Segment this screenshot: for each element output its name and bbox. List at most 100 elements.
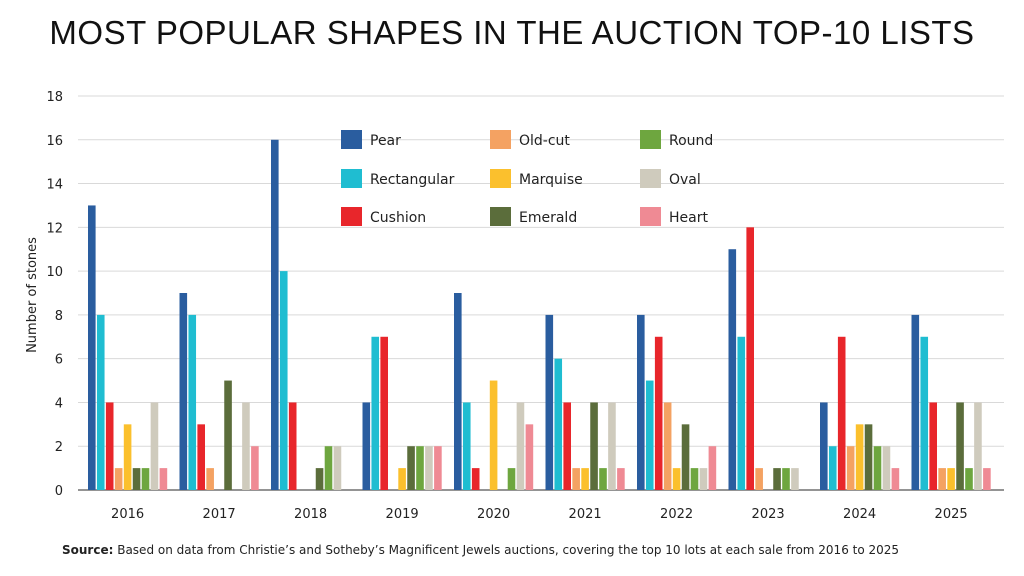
bar-round-2018 [324,446,333,490]
x-tick-label: 2019 [386,507,419,522]
x-tick-label: 2021 [569,507,602,522]
bar-cushion-2020 [471,468,480,490]
bar-old-cut-2024 [846,446,855,490]
bar-rectangular-2022 [645,380,654,490]
bar-heart-2016 [159,468,168,490]
y-tick-label: 4 [55,396,63,411]
bar-pear-2022 [637,314,645,490]
bar-pear-2018 [271,139,279,490]
legend-swatch-cushion [341,207,362,226]
y-tick-label: 8 [55,309,63,324]
chart-title: MOST POPULAR SHAPES IN THE AUCTION TOP-1… [49,14,975,51]
legend-label-heart: Heart [669,210,708,226]
bar-emerald-2017 [224,380,232,490]
bar-oval-2023 [791,468,799,490]
y-tick-label: 12 [46,221,63,236]
x-tick-label: 2018 [294,507,327,522]
bar-emerald-2023 [773,468,781,490]
bar-oval-2019 [425,446,433,490]
x-tick-label: 2025 [935,507,968,522]
legend-swatch-heart [640,207,661,226]
x-tick-label: 2024 [843,507,876,522]
y-tick-label: 2 [55,440,63,455]
legend-swatch-emerald [490,207,511,226]
bar-cushion-2025 [929,402,937,490]
y-tick-label: 10 [46,265,63,280]
y-tick-label: 6 [55,353,63,368]
y-tick-label: 18 [46,90,63,105]
bar-oval-2016 [150,402,159,490]
bar-heart-2024 [891,468,900,490]
bar-marquise-2025 [947,468,955,490]
bar-emerald-2018 [315,468,324,490]
bar-emerald-2019 [407,446,415,490]
legend-label-rectangular: Rectangular [370,172,455,188]
bar-oval-2024 [882,446,891,490]
x-tick-label: 2022 [660,507,693,522]
y-axis-label: Number of stones [25,237,40,353]
bar-rectangular-2016 [96,314,105,490]
legend-label-emerald: Emerald [519,210,577,226]
bar-round-2022 [690,468,699,490]
bar-round-2024 [873,446,882,490]
legend-label-old-cut: Old-cut [519,133,570,149]
bar-cushion-2019 [380,336,388,490]
bar-pear-2016 [88,205,96,490]
bar-oval-2018 [333,446,342,490]
bar-cushion-2016 [105,402,114,490]
bar-heart-2021 [617,468,625,490]
bar-pear-2023 [728,249,737,490]
bar-cushion-2018 [288,402,297,490]
y-axis-ticks: 0 2 4 6 8 10 12 14 16 18 [46,90,63,499]
bar-cushion-2024 [837,336,846,490]
grid-lines [78,95,1004,491]
bar-rectangular-2023 [737,336,746,490]
x-tick-label: 2016 [111,507,144,522]
bar-cushion-2017 [197,424,205,490]
bar-cushion-2021 [563,402,571,490]
legend-label-marquise: Marquise [519,172,583,188]
bar-old-cut-2017 [206,468,214,490]
bar-pear-2020 [454,293,462,490]
bar-heart-2019 [434,446,442,490]
bar-round-2020 [507,468,516,490]
legend-swatch-oval [640,169,661,188]
bar-pear-2025 [911,314,920,490]
bar-marquise-2019 [398,468,406,490]
bar-chart: 0 2 4 6 8 10 12 14 16 18 2016 2017 2018 2019 2020 2021… [25,90,1004,522]
bar-cushion-2023 [746,227,754,491]
legend-swatch-pear [341,130,362,149]
bar-round-2019 [416,446,424,490]
y-tick-label: 16 [46,134,63,149]
bar-oval-2022 [699,468,708,490]
x-tick-label: 2020 [477,507,510,522]
legend-swatch-marquise [490,169,511,188]
bar-pear-2017 [179,293,188,490]
y-tick-label: 14 [46,178,63,193]
bar-rectangular-2025 [920,336,929,490]
legend-swatch-rectangular [341,169,362,188]
bar-marquise-2021 [581,468,589,490]
bar-round-2023 [782,468,790,490]
bar-pear-2024 [820,402,828,490]
bar-rectangular-2021 [554,358,563,490]
bar-marquise-2022 [672,468,681,490]
bar-pear-2021 [545,314,554,490]
bar-round-2016 [141,468,150,490]
bar-round-2025 [965,468,973,490]
source-text: Based on data from Christie’s and Sotheb… [113,543,900,557]
legend-label-round: Round [669,133,713,149]
bar-old-cut-2016 [114,468,123,490]
bar-heart-2022 [708,446,717,490]
bar-oval-2025 [974,402,982,490]
bar-heart-2025 [983,468,991,490]
bar-emerald-2016 [132,468,141,490]
bar-rectangular-2018 [279,271,288,490]
bar-rectangular-2024 [828,446,837,490]
legend-label-oval: Oval [669,172,701,188]
legend: Pear Rectangular Cushion Old-cut Marquise Eme… [341,130,713,226]
legend-label-pear: Pear [370,133,401,149]
bar-emerald-2022 [681,424,690,490]
bar-marquise-2016 [123,424,132,490]
source-label: Source: [62,543,114,557]
